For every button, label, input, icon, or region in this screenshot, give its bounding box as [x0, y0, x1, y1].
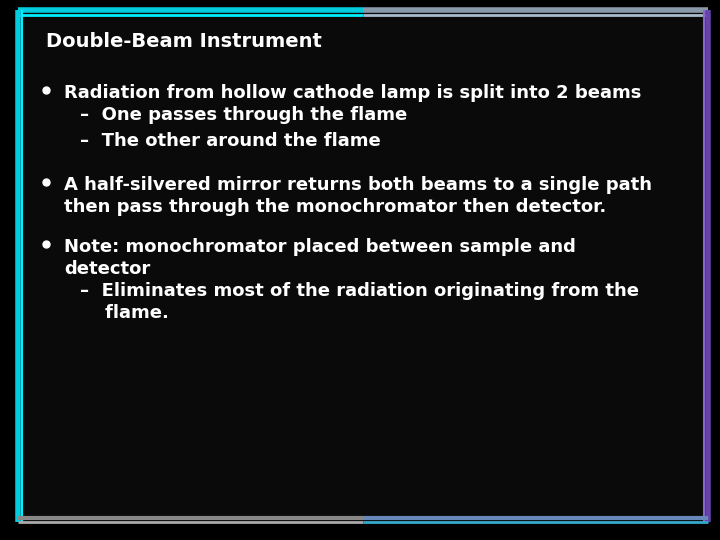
Text: Double-Beam Instrument: Double-Beam Instrument	[46, 32, 322, 51]
Text: Note: monochromator placed between sample and
detector: Note: monochromator placed between sampl…	[64, 238, 576, 278]
Text: –  One passes through the flame: – One passes through the flame	[80, 106, 408, 124]
Text: –  The other around the flame: – The other around the flame	[80, 132, 381, 150]
Text: Radiation from hollow cathode lamp is split into 2 beams: Radiation from hollow cathode lamp is sp…	[64, 84, 642, 102]
Text: –  Eliminates most of the radiation originating from the
    flame.: – Eliminates most of the radiation origi…	[80, 282, 639, 322]
Text: A half-silvered mirror returns both beams to a single path
then pass through the: A half-silvered mirror returns both beam…	[64, 176, 652, 216]
